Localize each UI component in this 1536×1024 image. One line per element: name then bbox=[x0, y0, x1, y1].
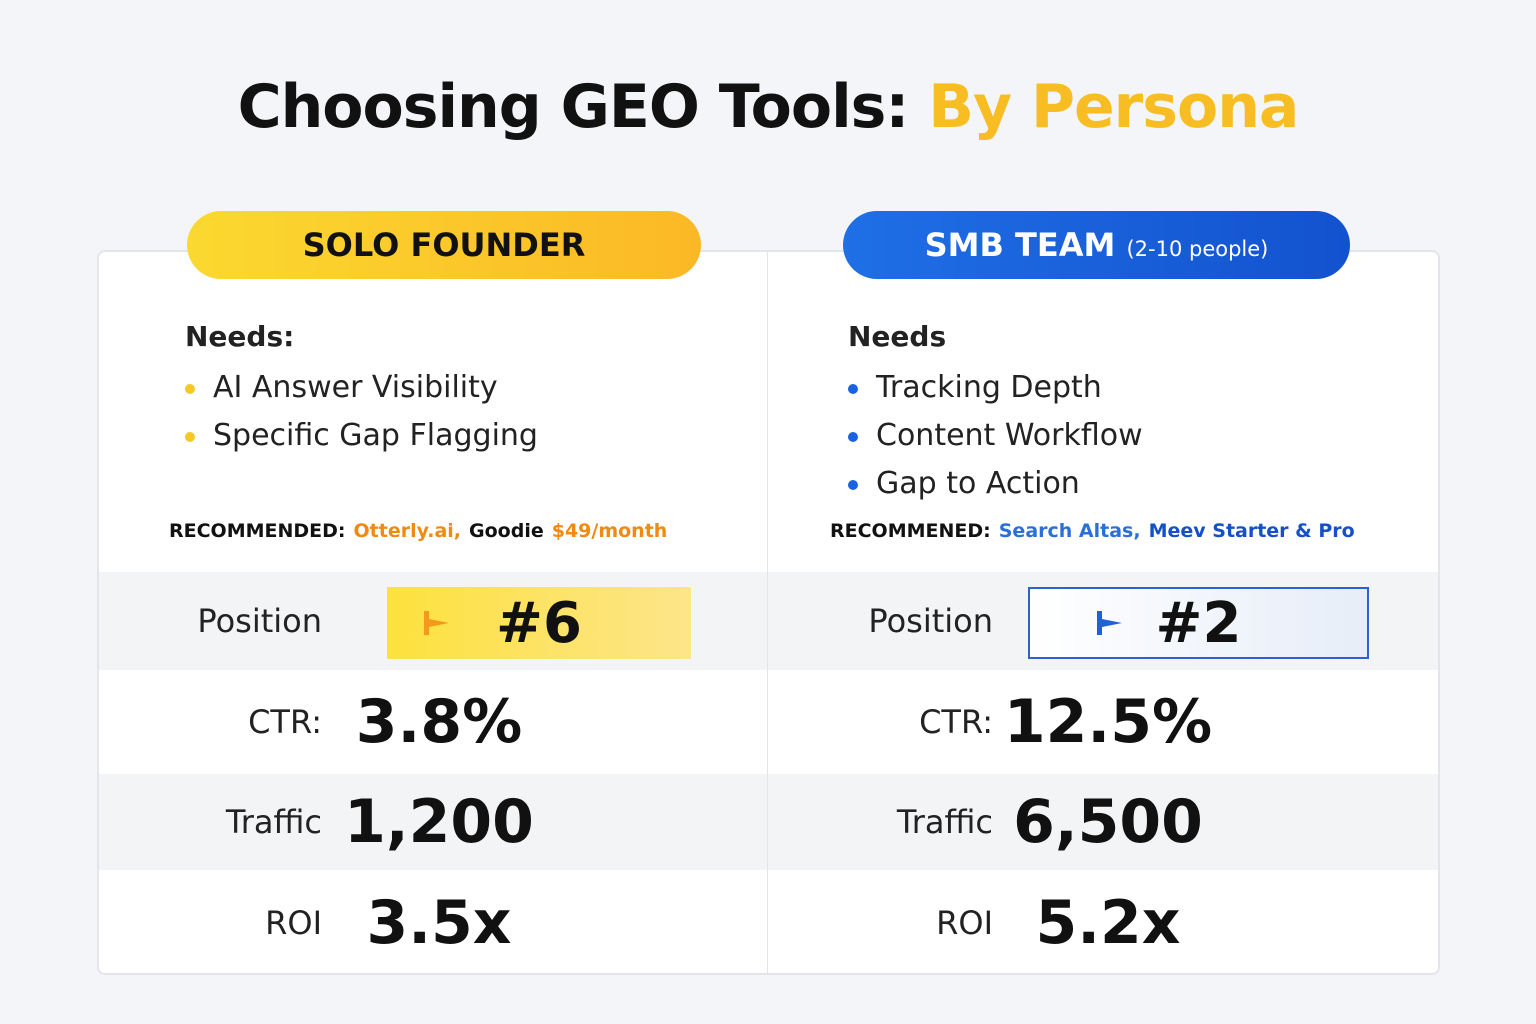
metric-label: Position bbox=[197, 602, 322, 640]
metric-row: ROI 5.2x bbox=[768, 870, 1438, 975]
metric-row: Position #6 bbox=[99, 572, 767, 670]
metric-row: Position #2 bbox=[768, 572, 1438, 670]
metric-value: #6 bbox=[496, 590, 582, 656]
metric-label: CTR: bbox=[248, 703, 322, 741]
metric-value: 1,200 bbox=[344, 787, 534, 857]
needs-list: Tracking Depth Content Workflow Gap to Act… bbox=[848, 364, 1143, 508]
recommended-item: Otterly.ai, bbox=[353, 520, 462, 542]
metric-label: Traffic bbox=[225, 803, 322, 841]
metric-row: Traffic 1,200 bbox=[99, 774, 767, 870]
metric-row: CTR: 3.8% bbox=[99, 670, 767, 774]
position-box: #6 bbox=[387, 587, 691, 659]
recommended-item: Search Altas, bbox=[998, 520, 1141, 542]
metric-value: 6,500 bbox=[1013, 787, 1203, 857]
needs-label: Needs bbox=[848, 320, 947, 353]
metric-value: 3.5x bbox=[366, 887, 512, 958]
badge-text: SMB TEAM bbox=[924, 226, 1116, 264]
recommended: RECOMMENED: Search Altas, Meev Starter & P… bbox=[830, 520, 1363, 542]
title-highlight: By Persona bbox=[928, 72, 1299, 142]
recommended-label: RECOMMENDED: bbox=[169, 520, 346, 542]
persona-card: SMB TEAM (2-10 people) Needs Tracking Dep… bbox=[768, 211, 1440, 975]
recommended-label: RECOMMENED: bbox=[830, 520, 991, 542]
metric-label: CTR: bbox=[919, 703, 993, 741]
metric-row: Traffic 6,500 bbox=[768, 774, 1438, 870]
recommended-item: $49/month bbox=[551, 520, 668, 542]
metric-row: CTR: 12.5% bbox=[768, 670, 1438, 774]
title: Choosing GEO Tools: By Persona bbox=[0, 72, 1536, 142]
position-box: #2 bbox=[1028, 587, 1369, 659]
metric-value: 12.5% bbox=[1003, 687, 1213, 757]
need-item: Tracking Depth bbox=[848, 364, 1143, 412]
metric-label: ROI bbox=[936, 903, 993, 942]
need-item: AI Answer Visibility bbox=[185, 364, 538, 412]
badge-text: SOLO FOUNDER bbox=[302, 226, 586, 264]
arrow-icon bbox=[424, 611, 449, 635]
metric-row: ROI 3.5x bbox=[99, 870, 767, 975]
recommended: RECOMMENDED: Otterly.ai, Goodie $49/month bbox=[169, 520, 675, 542]
need-item: Gap to Action bbox=[848, 460, 1143, 508]
badge-note: (2-10 people) bbox=[1126, 237, 1269, 261]
metric-value: 3.8% bbox=[355, 687, 523, 757]
need-item: Specific Gap Flagging bbox=[185, 412, 538, 460]
title-text: Choosing GEO Tools: bbox=[237, 72, 910, 142]
metric-label: Position bbox=[868, 602, 993, 640]
persona-badge: SOLO FOUNDER bbox=[187, 211, 701, 279]
persona-badge: SMB TEAM (2-10 people) bbox=[843, 211, 1350, 279]
needs-label: Needs: bbox=[185, 320, 295, 353]
needs-list: AI Answer Visibility Specific Gap Flaggin… bbox=[185, 364, 538, 460]
arrow-icon bbox=[1097, 611, 1122, 635]
metric-value: 5.2x bbox=[1035, 887, 1181, 958]
need-item: Content Workflow bbox=[848, 412, 1143, 460]
persona-card: SOLO FOUNDER Needs: AI Answer Visibility S… bbox=[97, 211, 769, 975]
recommended-item: Goodie bbox=[469, 520, 544, 542]
metric-label: ROI bbox=[265, 903, 322, 942]
metric-label: Traffic bbox=[896, 803, 993, 841]
metric-value: #2 bbox=[1155, 590, 1242, 656]
recommended-item: Meev Starter & Pro bbox=[1148, 520, 1355, 542]
